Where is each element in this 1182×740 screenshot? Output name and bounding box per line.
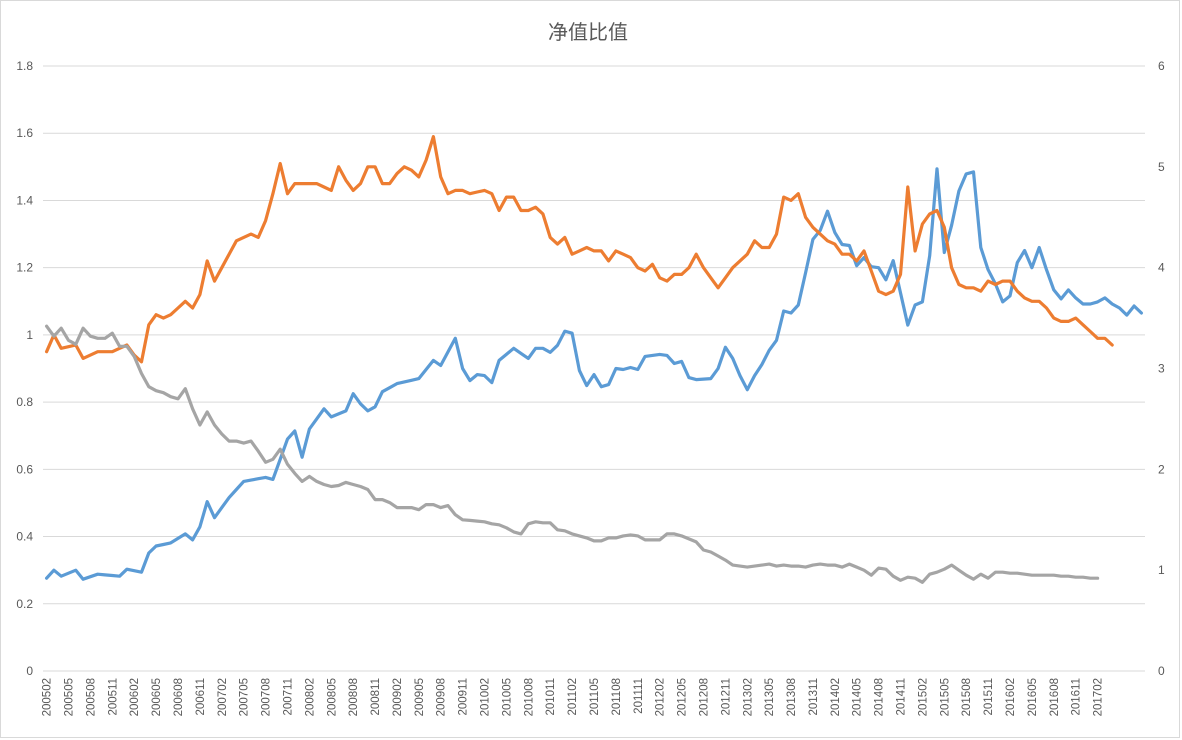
x-tick-label: 200605 bbox=[151, 678, 163, 716]
y2-tick-label: 5 bbox=[1158, 160, 1165, 174]
x-tick-label: 200911 bbox=[458, 678, 470, 716]
x-tick-label: 201208 bbox=[698, 678, 710, 716]
x-tick-label: 201608 bbox=[1049, 678, 1061, 716]
y2-tick-label: 3 bbox=[1158, 362, 1165, 376]
x-tick-label: 201005 bbox=[501, 678, 513, 716]
x-tick-label: 200611 bbox=[195, 678, 207, 716]
right-axis-ticks: 0 1 2 3 4 5 6 bbox=[1158, 59, 1165, 678]
x-tick-label: 201411 bbox=[896, 678, 908, 716]
y2-tick-label: 4 bbox=[1158, 261, 1165, 275]
x-tick-label: 201505 bbox=[939, 678, 951, 716]
gridlines bbox=[43, 65, 1145, 672]
x-tick-label: 201205 bbox=[677, 678, 689, 716]
x-tick-label: 200511 bbox=[107, 678, 119, 716]
x-tick-label: 200702 bbox=[217, 678, 229, 716]
x-tick-label: 201405 bbox=[852, 678, 864, 716]
y2-tick-label: 1 bbox=[1158, 563, 1165, 577]
x-tick-label: 201502 bbox=[917, 678, 929, 716]
x-tick-label: 201111 bbox=[633, 678, 645, 714]
x-axis-ticks: 200502 200505 200508 200511 200602 200605 2006… bbox=[42, 678, 1105, 716]
y-tick-label: 1.4 bbox=[16, 193, 33, 207]
left-axis-ticks: 0 0.2 0.4 0.6 0.8 1 1.2 1.4 1.6 1.8 bbox=[16, 59, 33, 678]
x-tick-label: 201702 bbox=[1093, 678, 1105, 716]
x-tick-label: 201602 bbox=[1005, 678, 1017, 716]
x-tick-label: 201302 bbox=[742, 678, 754, 716]
x-tick-label: 201402 bbox=[830, 678, 842, 716]
y2-tick-label: 0 bbox=[1158, 664, 1165, 678]
x-tick-label: 200802 bbox=[304, 678, 316, 716]
x-tick-label: 201105 bbox=[589, 678, 601, 716]
x-tick-label: 200805 bbox=[326, 678, 338, 716]
series-line bbox=[45, 135, 1114, 364]
x-tick-label: 200508 bbox=[85, 678, 97, 716]
y-tick-label: 1 bbox=[26, 328, 33, 342]
series-line bbox=[45, 167, 1143, 581]
y-tick-label: 0.6 bbox=[16, 462, 33, 476]
x-tick-label: 201002 bbox=[480, 678, 492, 716]
x-tick-label: 200608 bbox=[173, 678, 185, 716]
y2-tick-label: 6 bbox=[1158, 59, 1165, 73]
y-tick-label: 0.4 bbox=[16, 530, 33, 544]
x-tick-label: 200502 bbox=[42, 678, 54, 716]
y-tick-label: 1.2 bbox=[16, 261, 33, 275]
chart-title: 净值比值 bbox=[548, 20, 628, 44]
x-tick-label: 200902 bbox=[392, 678, 404, 716]
x-tick-label: 201311 bbox=[808, 678, 820, 716]
y-tick-label: 1.6 bbox=[16, 126, 33, 140]
y-tick-label: 0.8 bbox=[16, 395, 33, 409]
x-tick-label: 200908 bbox=[436, 678, 448, 716]
x-tick-label: 201408 bbox=[874, 678, 886, 716]
x-tick-label: 201605 bbox=[1027, 678, 1039, 716]
x-tick-label: 201211 bbox=[720, 678, 732, 716]
x-tick-label: 201102 bbox=[567, 678, 579, 716]
y-tick-label: 0.2 bbox=[16, 597, 33, 611]
x-tick-label: 201008 bbox=[523, 678, 535, 716]
x-tick-label: 201508 bbox=[961, 678, 973, 716]
series-line bbox=[45, 324, 1100, 584]
y-tick-label: 0 bbox=[26, 664, 33, 678]
x-tick-label: 200808 bbox=[348, 678, 360, 716]
x-tick-label: 201511 bbox=[983, 678, 995, 716]
x-tick-label: 201011 bbox=[545, 678, 557, 716]
x-tick-label: 200711 bbox=[282, 678, 294, 716]
x-tick-label: 200905 bbox=[414, 678, 426, 716]
x-tick-label: 200811 bbox=[370, 678, 382, 716]
x-tick-label: 201202 bbox=[655, 678, 667, 716]
x-tick-label: 200708 bbox=[261, 678, 273, 716]
x-tick-label: 200705 bbox=[239, 678, 251, 716]
y2-tick-label: 2 bbox=[1158, 462, 1165, 476]
x-tick-label: 201611 bbox=[1071, 678, 1083, 716]
series-lines bbox=[45, 135, 1143, 584]
x-tick-label: 201108 bbox=[611, 678, 623, 716]
x-tick-label: 200505 bbox=[64, 678, 76, 716]
y-tick-label: 1.8 bbox=[16, 59, 33, 73]
x-tick-label: 200602 bbox=[129, 678, 141, 716]
x-tick-label: 201305 bbox=[764, 678, 776, 716]
x-tick-label: 201308 bbox=[786, 678, 798, 716]
